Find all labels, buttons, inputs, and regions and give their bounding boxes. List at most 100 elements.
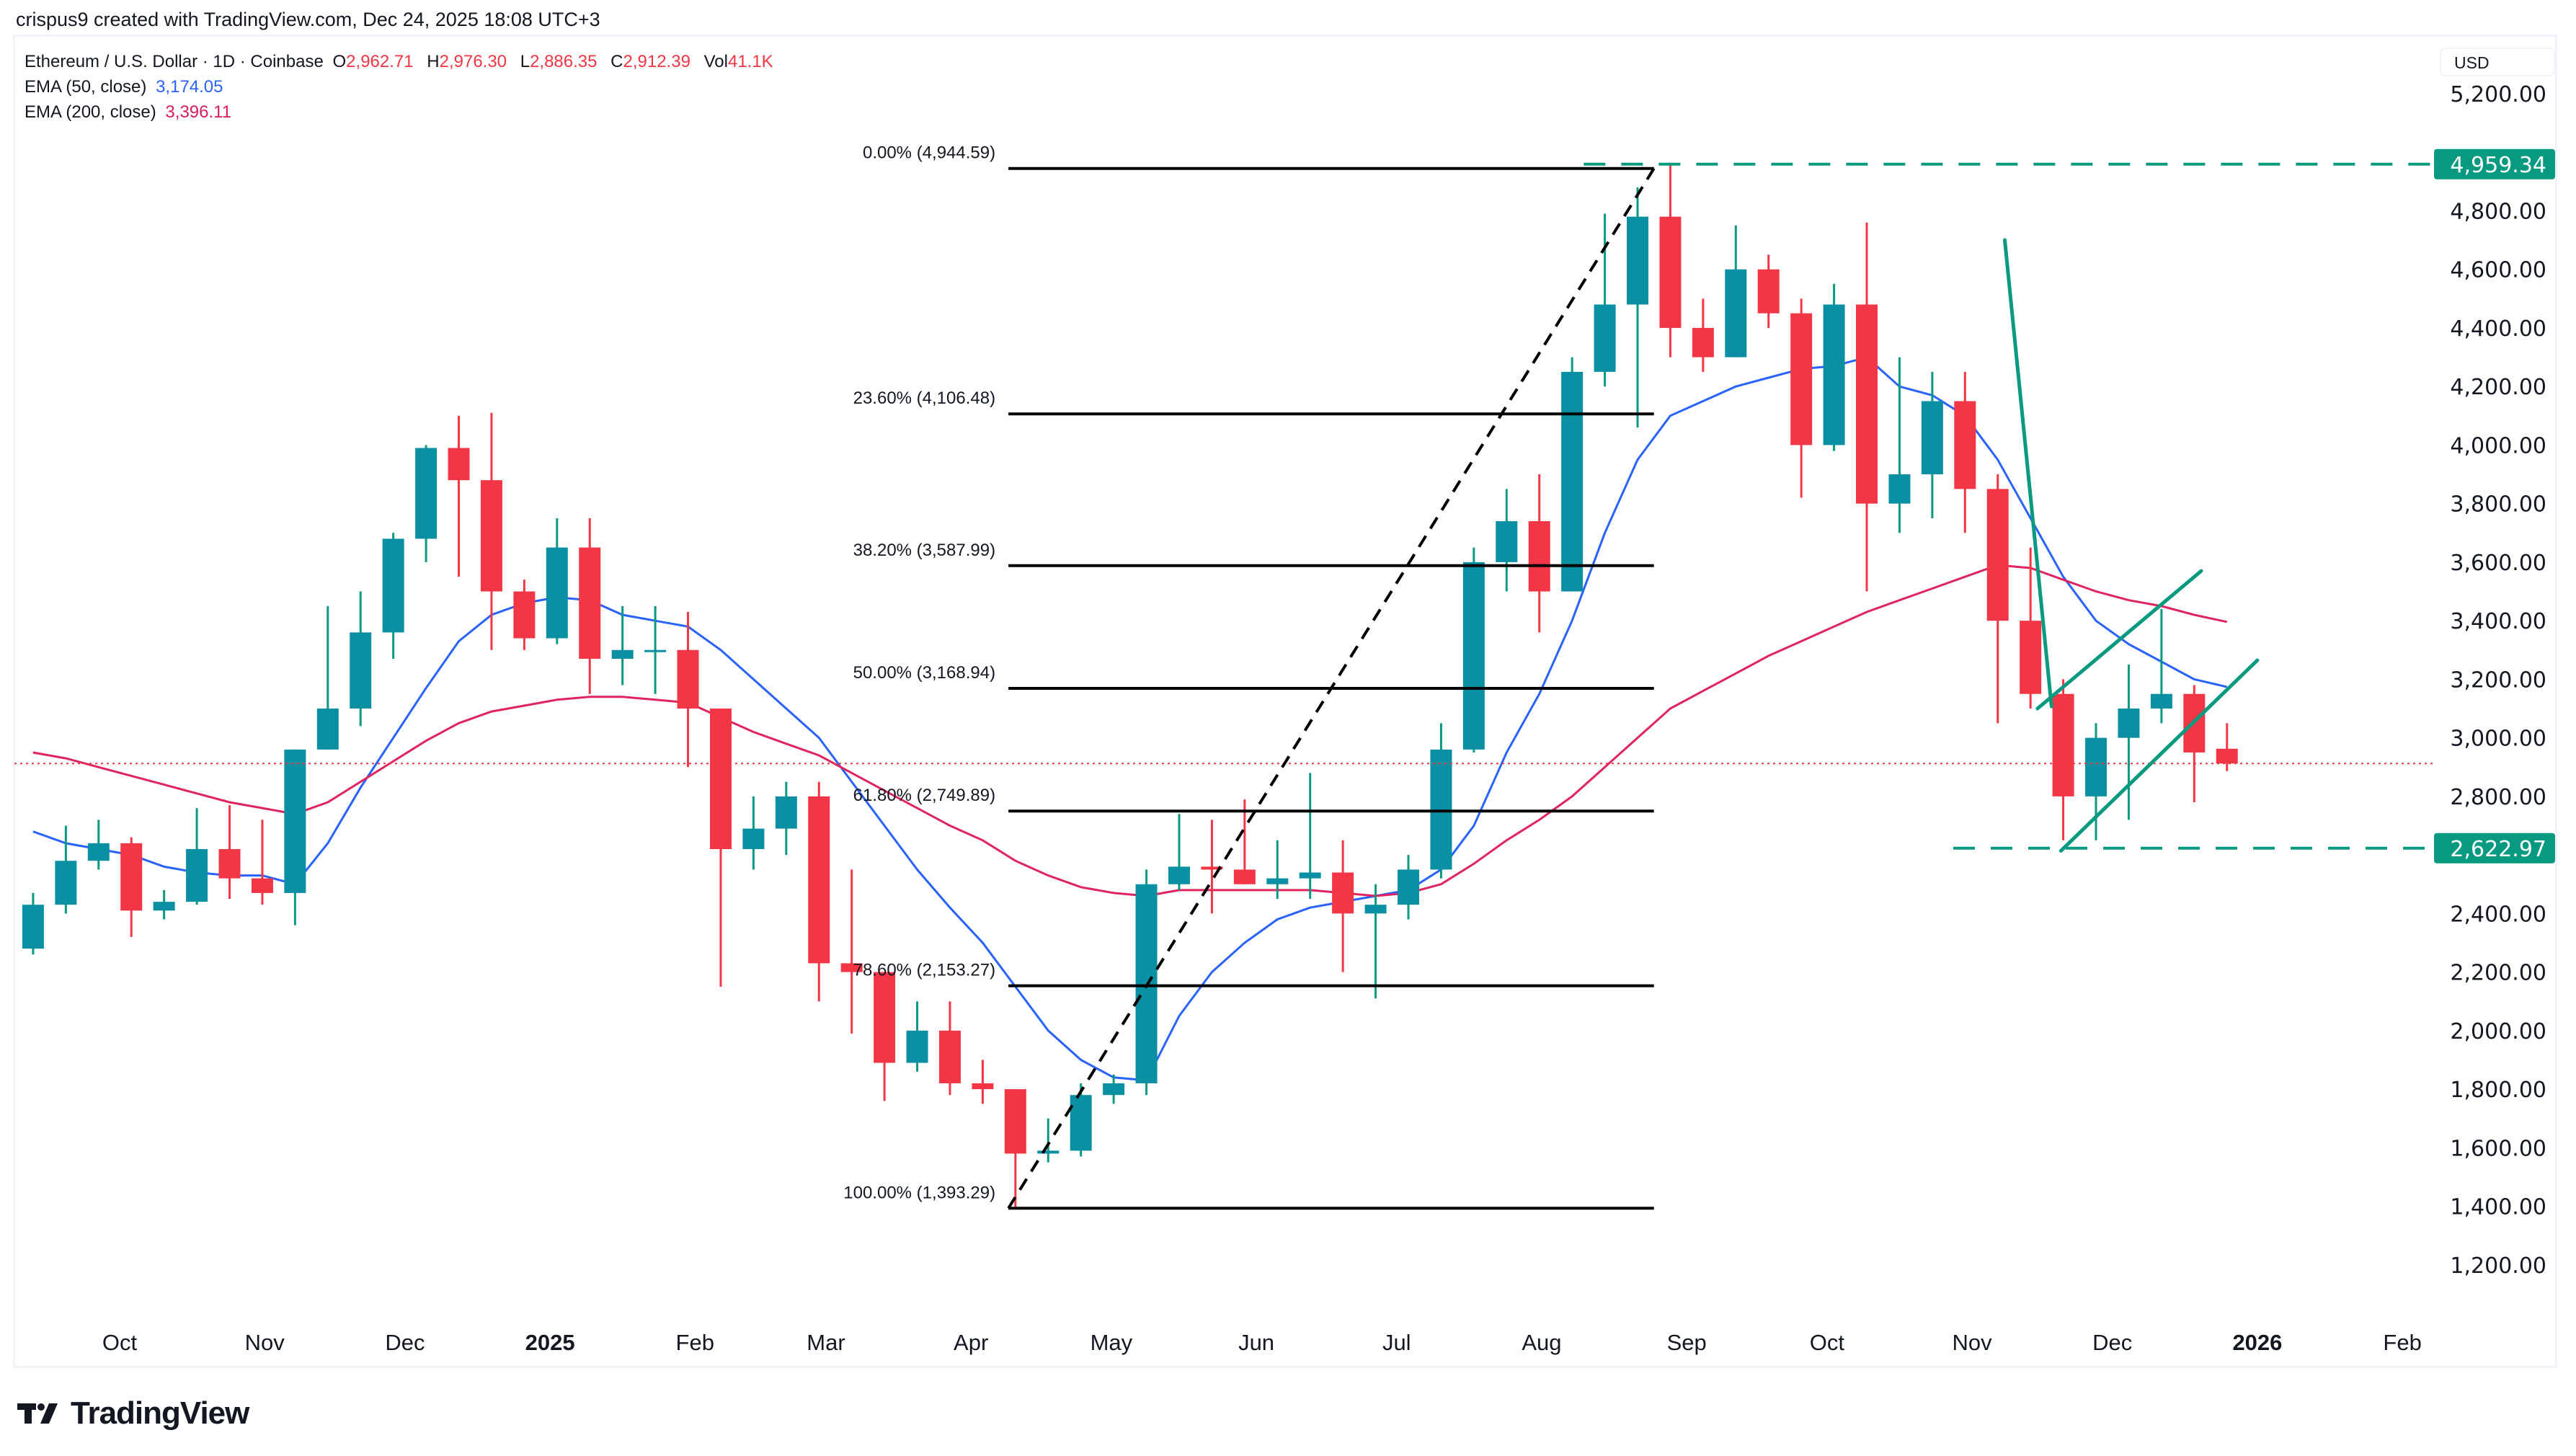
candle xyxy=(1954,371,1976,533)
candle-body xyxy=(480,480,502,592)
symbol-name[interactable]: Ethereum / U.S. Dollar · 1D · Coinbase xyxy=(25,52,324,71)
candle-body xyxy=(2118,709,2140,738)
open-value: 2,962.71 xyxy=(346,52,414,71)
currency-selector[interactable]: USD xyxy=(2440,48,2555,76)
fib-level-label: 50.00% (3,168.94) xyxy=(853,663,995,683)
candle-body xyxy=(350,632,372,709)
x-tick-label: 2025 xyxy=(525,1330,575,1355)
candle-body xyxy=(1070,1095,1092,1151)
candle-body xyxy=(1856,304,1878,504)
y-tick-label: 4,200.00 xyxy=(2450,375,2546,400)
candle-body xyxy=(1757,269,1780,314)
tradingview-logo[interactable]: TradingView xyxy=(17,1395,249,1431)
candle xyxy=(1757,254,1780,328)
candle-body xyxy=(1037,1150,1060,1154)
x-tick-label: Dec xyxy=(385,1330,425,1355)
candle xyxy=(775,781,797,856)
candle-body xyxy=(742,828,765,849)
candle xyxy=(906,1001,928,1072)
fib-level-label: 38.20% (3,587.99) xyxy=(853,541,995,560)
x-tick-label: Apr xyxy=(954,1330,988,1355)
candle-body xyxy=(1496,521,1518,562)
volume-label: Vol xyxy=(703,52,728,71)
x-tick-label: Oct xyxy=(1810,1330,1845,1355)
candle-body xyxy=(1168,866,1190,884)
candle xyxy=(1233,799,1256,884)
candle xyxy=(1790,298,1813,498)
candles-layer xyxy=(22,164,2238,1209)
candle-body xyxy=(579,547,601,659)
candle-body xyxy=(1266,878,1289,884)
y-tick-label: 4,400.00 xyxy=(2450,316,2546,342)
candle-body xyxy=(2052,693,2074,796)
candle-body xyxy=(546,547,568,639)
axes-layer: 4,959.34 2,622.97 5,200.00 4,800.00 4,600.00… xyxy=(102,82,2555,1355)
candle xyxy=(513,580,536,650)
low-value: 2,886.35 xyxy=(530,52,598,71)
candle-body xyxy=(1986,489,2009,621)
ema50-line xyxy=(32,355,2228,1082)
candle xyxy=(1986,474,2009,724)
y-tick-label: 1,800.00 xyxy=(2450,1078,2546,1103)
trend-line xyxy=(2035,569,2203,711)
x-tick-label: Sep xyxy=(1667,1330,1707,1355)
candle-body xyxy=(808,796,830,964)
candle-body xyxy=(1594,304,1616,372)
ema200-line xyxy=(32,564,2228,897)
ema200-row[interactable]: EMA (200, close) 3,396.11 xyxy=(25,99,782,125)
chart-credit: crispus9 created with TradingView.com, D… xyxy=(16,9,600,30)
candle-body xyxy=(1528,521,1550,592)
y-tick-label: 1,600.00 xyxy=(2450,1136,2546,1161)
candle xyxy=(448,415,470,577)
x-tick-label: May xyxy=(1091,1330,1133,1355)
candle xyxy=(153,889,175,920)
tradingview-logo-text: TradingView xyxy=(71,1395,249,1431)
candle xyxy=(2183,685,2206,803)
fib-level-label: 23.60% (4,106.48) xyxy=(853,389,995,408)
candle xyxy=(840,869,863,1034)
candle xyxy=(546,518,568,644)
ema50-row[interactable]: EMA (50, close) 3,174.05 xyxy=(25,74,782,99)
candle xyxy=(251,820,273,905)
candle xyxy=(1496,489,1518,592)
candle xyxy=(972,1060,994,1104)
ema-layer xyxy=(32,355,2228,1082)
y-tick-label: 2,400.00 xyxy=(2450,902,2546,927)
candle-body xyxy=(1004,1089,1026,1154)
candle xyxy=(2052,679,2074,840)
candle xyxy=(415,445,438,562)
y-tick-label: 5,200.00 xyxy=(2450,82,2546,107)
candle-body xyxy=(513,591,536,639)
y-tick-label: 3,600.00 xyxy=(2450,551,2546,576)
candle-body xyxy=(644,649,667,652)
candle xyxy=(55,825,77,914)
candle-body xyxy=(906,1030,928,1063)
candle xyxy=(350,591,372,727)
candle xyxy=(1594,213,1616,387)
tradingview-logo-icon xyxy=(17,1403,58,1424)
price-label: 2,622.97 xyxy=(2450,837,2546,862)
candle-body xyxy=(55,861,77,905)
y-tick-label: 3,400.00 xyxy=(2450,609,2546,634)
candle xyxy=(644,605,667,694)
fib-trend-line xyxy=(1007,167,1656,1209)
ema200-label: EMA (200, close) xyxy=(25,102,156,122)
candle xyxy=(1332,840,1354,972)
candle xyxy=(120,837,143,937)
candle xyxy=(677,611,699,768)
fib-level-label: 0.00% (4,944.59) xyxy=(863,143,995,163)
candle xyxy=(1430,723,1452,879)
y-tick-label: 1,400.00 xyxy=(2450,1195,2546,1220)
candle-body xyxy=(153,902,175,911)
y-tick-label: 4,000.00 xyxy=(2450,433,2546,458)
candle xyxy=(611,605,634,685)
price-label-box xyxy=(2434,148,2555,179)
candle xyxy=(808,781,830,1002)
candle-body xyxy=(1430,749,1452,870)
candle-body xyxy=(2150,693,2172,709)
candle-body xyxy=(1659,216,1682,328)
candle-body xyxy=(1725,269,1747,358)
candle-body xyxy=(251,878,273,893)
candle-body xyxy=(775,796,797,829)
